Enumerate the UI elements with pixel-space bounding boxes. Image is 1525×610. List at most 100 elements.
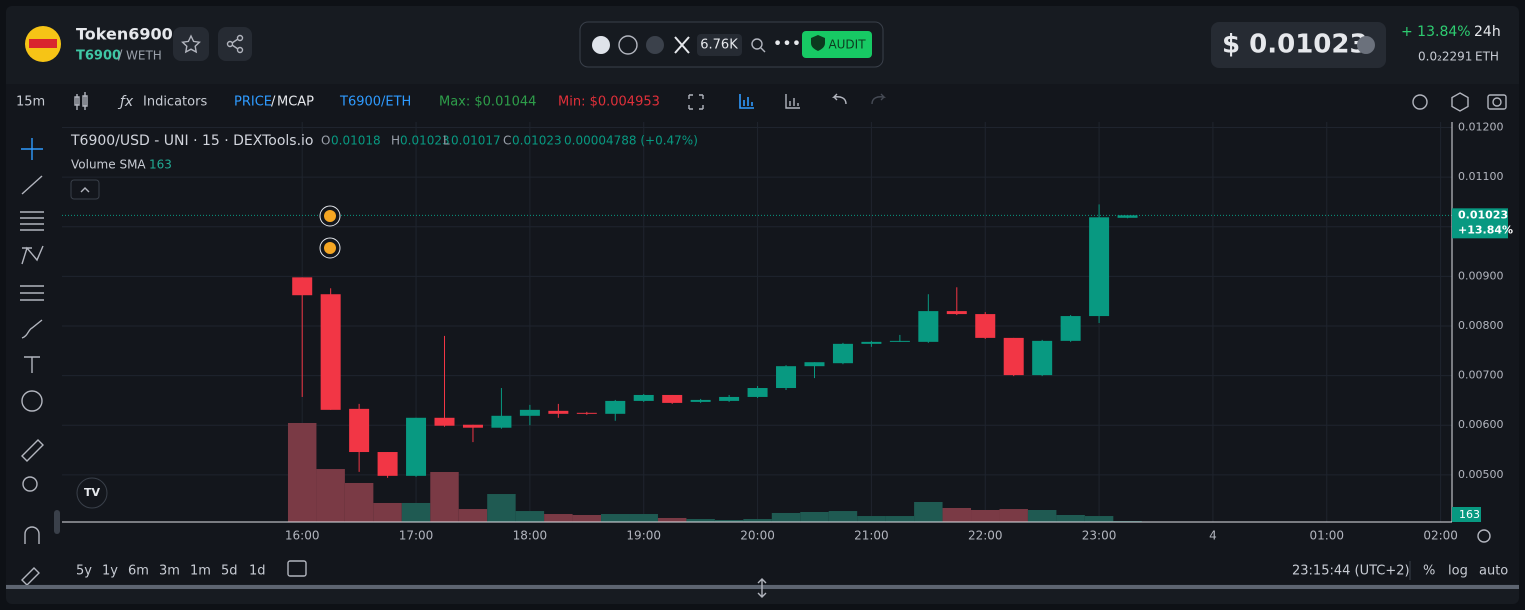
range-button[interactable]: 1m — [190, 564, 211, 579]
candle-body — [946, 311, 967, 315]
token-logo-band — [29, 39, 57, 48]
range-button[interactable]: 5y — [76, 564, 92, 579]
fib-tool[interactable] — [20, 211, 44, 231]
tradingview-logo[interactable] — [76, 477, 108, 509]
candle-body — [719, 396, 740, 401]
pair-toggle[interactable]: T6900/ETH — [339, 95, 411, 110]
volume-tag — [1452, 507, 1481, 522]
event-marker-icon — [324, 210, 336, 222]
candle-body — [1032, 340, 1053, 376]
range-button[interactable]: 6m — [128, 564, 149, 579]
volume-bar — [629, 514, 658, 522]
projection-tool[interactable] — [20, 285, 44, 301]
undo-icon[interactable] — [832, 93, 847, 105]
candle-body — [377, 452, 398, 476]
volume-bar — [515, 511, 545, 522]
followers-badge — [697, 34, 742, 56]
search-icon[interactable] — [751, 38, 766, 53]
alert-icon[interactable] — [1412, 94, 1428, 110]
axis-settings-icon[interactable] — [1477, 529, 1491, 543]
range-button[interactable]: 3m — [159, 564, 180, 579]
toggle-separator: / — [271, 95, 276, 110]
mcap-toggle[interactable]: MCAP — [277, 95, 314, 110]
audit-shield — [811, 35, 825, 51]
lock-tool[interactable] — [21, 567, 40, 586]
volume-bar — [942, 507, 972, 522]
candle-body — [804, 362, 825, 367]
measure-tool[interactable] — [21, 439, 44, 462]
fullscreen-icon[interactable] — [688, 94, 704, 110]
x-link[interactable] — [674, 36, 690, 54]
brush-tool[interactable] — [21, 319, 43, 339]
emoji-tool[interactable] — [21, 390, 43, 412]
range-button[interactable]: 1d — [249, 564, 266, 579]
info-icon[interactable] — [1357, 36, 1375, 54]
range-button[interactable]: 1y — [102, 564, 118, 579]
text-tool[interactable] — [24, 356, 40, 373]
telegram-link[interactable] — [646, 36, 664, 54]
price-usd: $ 0.01023 — [1222, 30, 1368, 60]
volume-bar — [971, 509, 1000, 522]
snapshot-icon[interactable] — [1487, 94, 1507, 110]
pattern-tool[interactable] — [21, 245, 44, 265]
legend-o: 0.01018 — [331, 134, 381, 148]
candle-body — [690, 399, 711, 402]
volume-bar — [1027, 509, 1057, 522]
volume-bar — [657, 517, 687, 522]
chart-style-icon[interactable] — [739, 94, 754, 109]
volume-bar — [743, 519, 772, 522]
percent-toggle[interactable]: % — [1423, 564, 1435, 579]
x-tick-label: 01:00 — [1309, 529, 1344, 543]
volume-bar — [430, 472, 459, 522]
trend-line-tool[interactable] — [21, 175, 43, 195]
volume-bar — [857, 516, 886, 522]
fx-icon: ƒx — [117, 94, 134, 110]
settings-icon[interactable] — [1451, 92, 1469, 112]
price-box — [1211, 22, 1386, 68]
crosshair-tool[interactable] — [21, 138, 43, 160]
volume-bar — [487, 494, 516, 522]
chart-type-icon[interactable] — [74, 92, 88, 110]
website-link[interactable] — [618, 35, 638, 55]
y-tick-label: 0.00600 — [1458, 418, 1504, 431]
volume-bar — [800, 512, 829, 522]
candle-body — [1089, 217, 1110, 317]
auto-toggle[interactable]: auto — [1479, 564, 1508, 579]
price-toggle[interactable]: PRICE — [234, 95, 272, 110]
favorite-button[interactable] — [173, 27, 209, 61]
interval-button[interactable]: 15m — [16, 95, 45, 110]
range-button[interactable]: 5d — [221, 564, 238, 579]
collapse-button[interactable] — [70, 179, 100, 200]
indicators-button[interactable]: Indicators — [143, 95, 207, 110]
candle-body — [633, 394, 654, 401]
candle-body — [1117, 215, 1138, 218]
magnet-tool[interactable] — [24, 526, 40, 544]
zoom-tool[interactable] — [22, 476, 38, 492]
x-tick-label: 22:00 — [968, 529, 1003, 543]
more-icon[interactable]: ••• — [773, 34, 801, 53]
legend-l: 0.01017 — [451, 134, 501, 148]
x-tick-label: 19:00 — [626, 529, 661, 543]
volume-bar — [1056, 514, 1085, 522]
log-toggle[interactable]: log — [1448, 564, 1468, 579]
range-buttons: 5y 1y 6m 3m 1m 5d 1d — [76, 564, 266, 579]
candle-body — [491, 415, 512, 428]
event-markers — [319, 205, 341, 259]
volume-bar — [999, 509, 1028, 522]
volume-bar — [373, 502, 402, 522]
volume-bar — [601, 514, 630, 522]
compare-icon[interactable] — [785, 94, 800, 109]
volume-bar — [458, 509, 488, 522]
price-eth-unit: ETH — [1475, 50, 1499, 64]
legend-c-label: C — [503, 134, 511, 148]
toolbar-scroll — [54, 510, 60, 534]
x-tick-label: 17:00 — [399, 529, 434, 543]
y-tick-label: 0.00500 — [1458, 468, 1504, 481]
date-range-icon[interactable] — [287, 560, 307, 577]
share-button[interactable] — [218, 27, 252, 61]
redo-icon[interactable] — [871, 93, 886, 105]
dextools-link[interactable] — [592, 36, 610, 54]
volume-legend-value: 163 — [149, 158, 172, 172]
candle-body — [605, 400, 626, 414]
legend-l-label: L — [443, 134, 450, 148]
